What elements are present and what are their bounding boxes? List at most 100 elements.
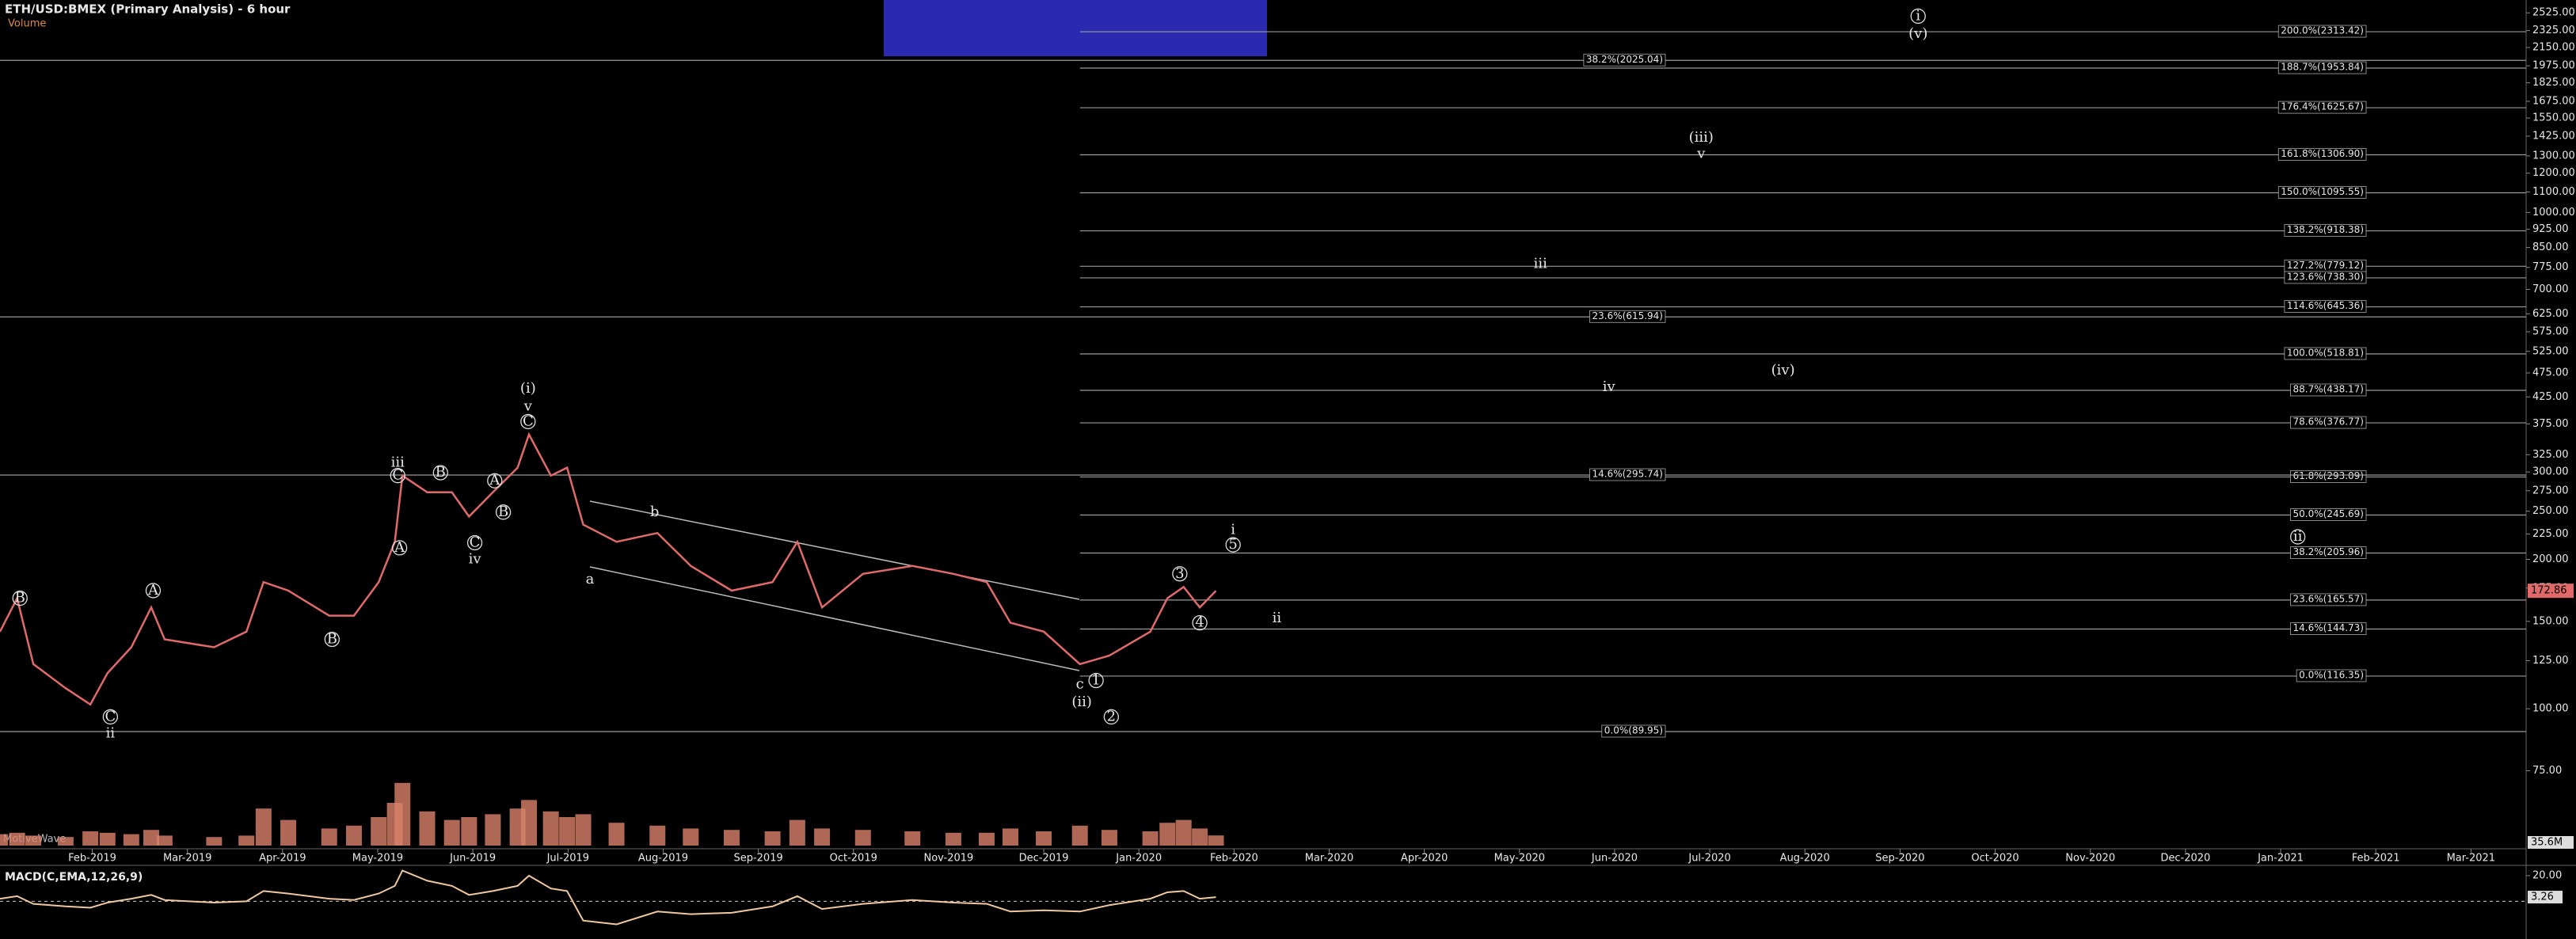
y-tick-label: 525.00 [2532, 345, 2569, 357]
x-tick-label: Sep-2020 [1875, 853, 1924, 865]
fib-label: 138.2%(918.38) [2287, 224, 2364, 235]
fib-label: 61.8%(293.09) [2293, 470, 2364, 481]
volume-bar [143, 830, 160, 846]
fib-label-box [2284, 271, 2367, 284]
volume-bar [82, 831, 99, 846]
wave-label: iv [1603, 378, 1616, 395]
y-tick-label: 1000.00 [2532, 207, 2575, 219]
wave-label: B [498, 504, 508, 520]
wave-label: ii [1273, 610, 1282, 626]
volume-bar [25, 835, 42, 846]
wave-label: C [470, 534, 481, 551]
y-tick-label: 325.00 [2532, 449, 2569, 461]
fib-label: 0.0%(116.35) [2299, 669, 2364, 680]
highlight-region [884, 0, 1267, 56]
wave-circle [1088, 672, 1104, 689]
volume-label: 35.6M [2531, 837, 2563, 849]
volume-bar [1071, 825, 1088, 846]
fib-label-box [2277, 25, 2367, 38]
y-tick-label: 1675.00 [2532, 95, 2575, 107]
y-tick-label: 1825.00 [2532, 77, 2575, 89]
x-tick-label: Jun-2020 [1591, 853, 1638, 865]
x-tick-label: Dec-2020 [2160, 853, 2210, 865]
x-tick-label: Nov-2020 [2065, 853, 2115, 865]
volume-bar [419, 811, 436, 846]
y-tick-label: 850.00 [2532, 241, 2569, 253]
fib-label-box [2290, 416, 2367, 429]
y-tick-label: 300.00 [2532, 466, 2569, 478]
fib-label-box [2284, 347, 2367, 360]
fib-label-box [1601, 724, 1666, 738]
fib-label-box [2296, 669, 2367, 682]
y-tick-label: 2525.00 [2532, 7, 2575, 19]
y-tick-label: 2325.00 [2532, 25, 2575, 36]
fib-label: 176.4%(1625.67) [2281, 101, 2364, 112]
fib-label: 38.2%(205.96) [2293, 546, 2364, 557]
fib-label-box [2290, 593, 2367, 606]
y-tick-label: 1550.00 [2532, 112, 2575, 124]
last-price-box [2528, 584, 2574, 599]
volume-bar [1208, 835, 1224, 846]
wave-label: C [105, 708, 116, 724]
fib-label-box [2290, 383, 2367, 397]
y-tick-label: 1200.00 [2532, 167, 2575, 179]
volume-bar [123, 834, 139, 846]
y-tick-label: 575.00 [2532, 326, 2569, 338]
wave-circle [520, 413, 536, 430]
volume-bar [280, 819, 297, 846]
x-tick-label: Mar-2019 [163, 853, 211, 865]
volume-bar [206, 837, 223, 846]
fib-label: 200.0%(2313.42) [2281, 25, 2364, 36]
volume-bar [321, 828, 337, 846]
wave-label: i [1916, 7, 1920, 24]
volume-bar [485, 814, 501, 846]
x-tick-label: Feb-2021 [2352, 853, 2400, 865]
x-tick-label: Nov-2019 [923, 853, 973, 865]
volume-bar [1036, 831, 1052, 846]
volume-bar [683, 828, 699, 846]
wave-label: B [15, 590, 25, 606]
volume-bar [1101, 830, 1117, 846]
wave-label: iii [1534, 256, 1548, 272]
wave-label: c [1076, 675, 1084, 692]
fib-label: 123.6%(738.30) [2287, 271, 2364, 282]
y-tick-label: 1425.00 [2532, 130, 2575, 142]
x-tick-label: May-2020 [1494, 853, 1545, 865]
wave-label: (i) [520, 380, 536, 397]
x-tick-label: Jun-2019 [449, 853, 496, 865]
x-tick-label: May-2019 [352, 853, 403, 865]
volume-bar [814, 828, 831, 846]
fib-label: 100.0%(518.81) [2287, 347, 2364, 358]
wave-label: 1 [1091, 672, 1100, 689]
volume-bar [57, 837, 74, 846]
wave-label: 3 [1175, 565, 1184, 582]
volume-bar [371, 817, 387, 846]
y-tick-label: 475.00 [2532, 367, 2569, 379]
macd-value-label: 3.26 [2531, 891, 2554, 903]
wave-label: a [586, 571, 595, 587]
fib-label-box [2277, 61, 2367, 74]
wave-circle [466, 534, 483, 551]
wave-label: i [1231, 522, 1235, 538]
fib-label: 14.6%(295.74) [1592, 469, 1663, 480]
macd-value-box [2528, 891, 2563, 904]
y-tick-label: 625.00 [2532, 308, 2569, 320]
wave-label: 5 [1228, 536, 1237, 553]
volume-bar [0, 834, 8, 846]
fib-label-box [2290, 546, 2367, 559]
volume-bar [99, 832, 116, 846]
fib-label: 0.0%(89.95) [1604, 725, 1663, 736]
volume-bar [575, 814, 592, 846]
fib-label-box [2290, 470, 2367, 483]
fib-label: 188.7%(1953.84) [2281, 62, 2364, 73]
wave-label: A [489, 472, 500, 489]
y-tick-label: 275.00 [2532, 485, 2569, 496]
volume-bar [1192, 828, 1208, 846]
price-line [0, 431, 1217, 706]
fib-label-box [2290, 622, 2367, 635]
y-tick-label: 925.00 [2532, 223, 2569, 235]
x-tick-label: Mar-2021 [2447, 853, 2495, 865]
fib-label-box [1583, 53, 1666, 67]
wave-circle [2289, 529, 2306, 545]
